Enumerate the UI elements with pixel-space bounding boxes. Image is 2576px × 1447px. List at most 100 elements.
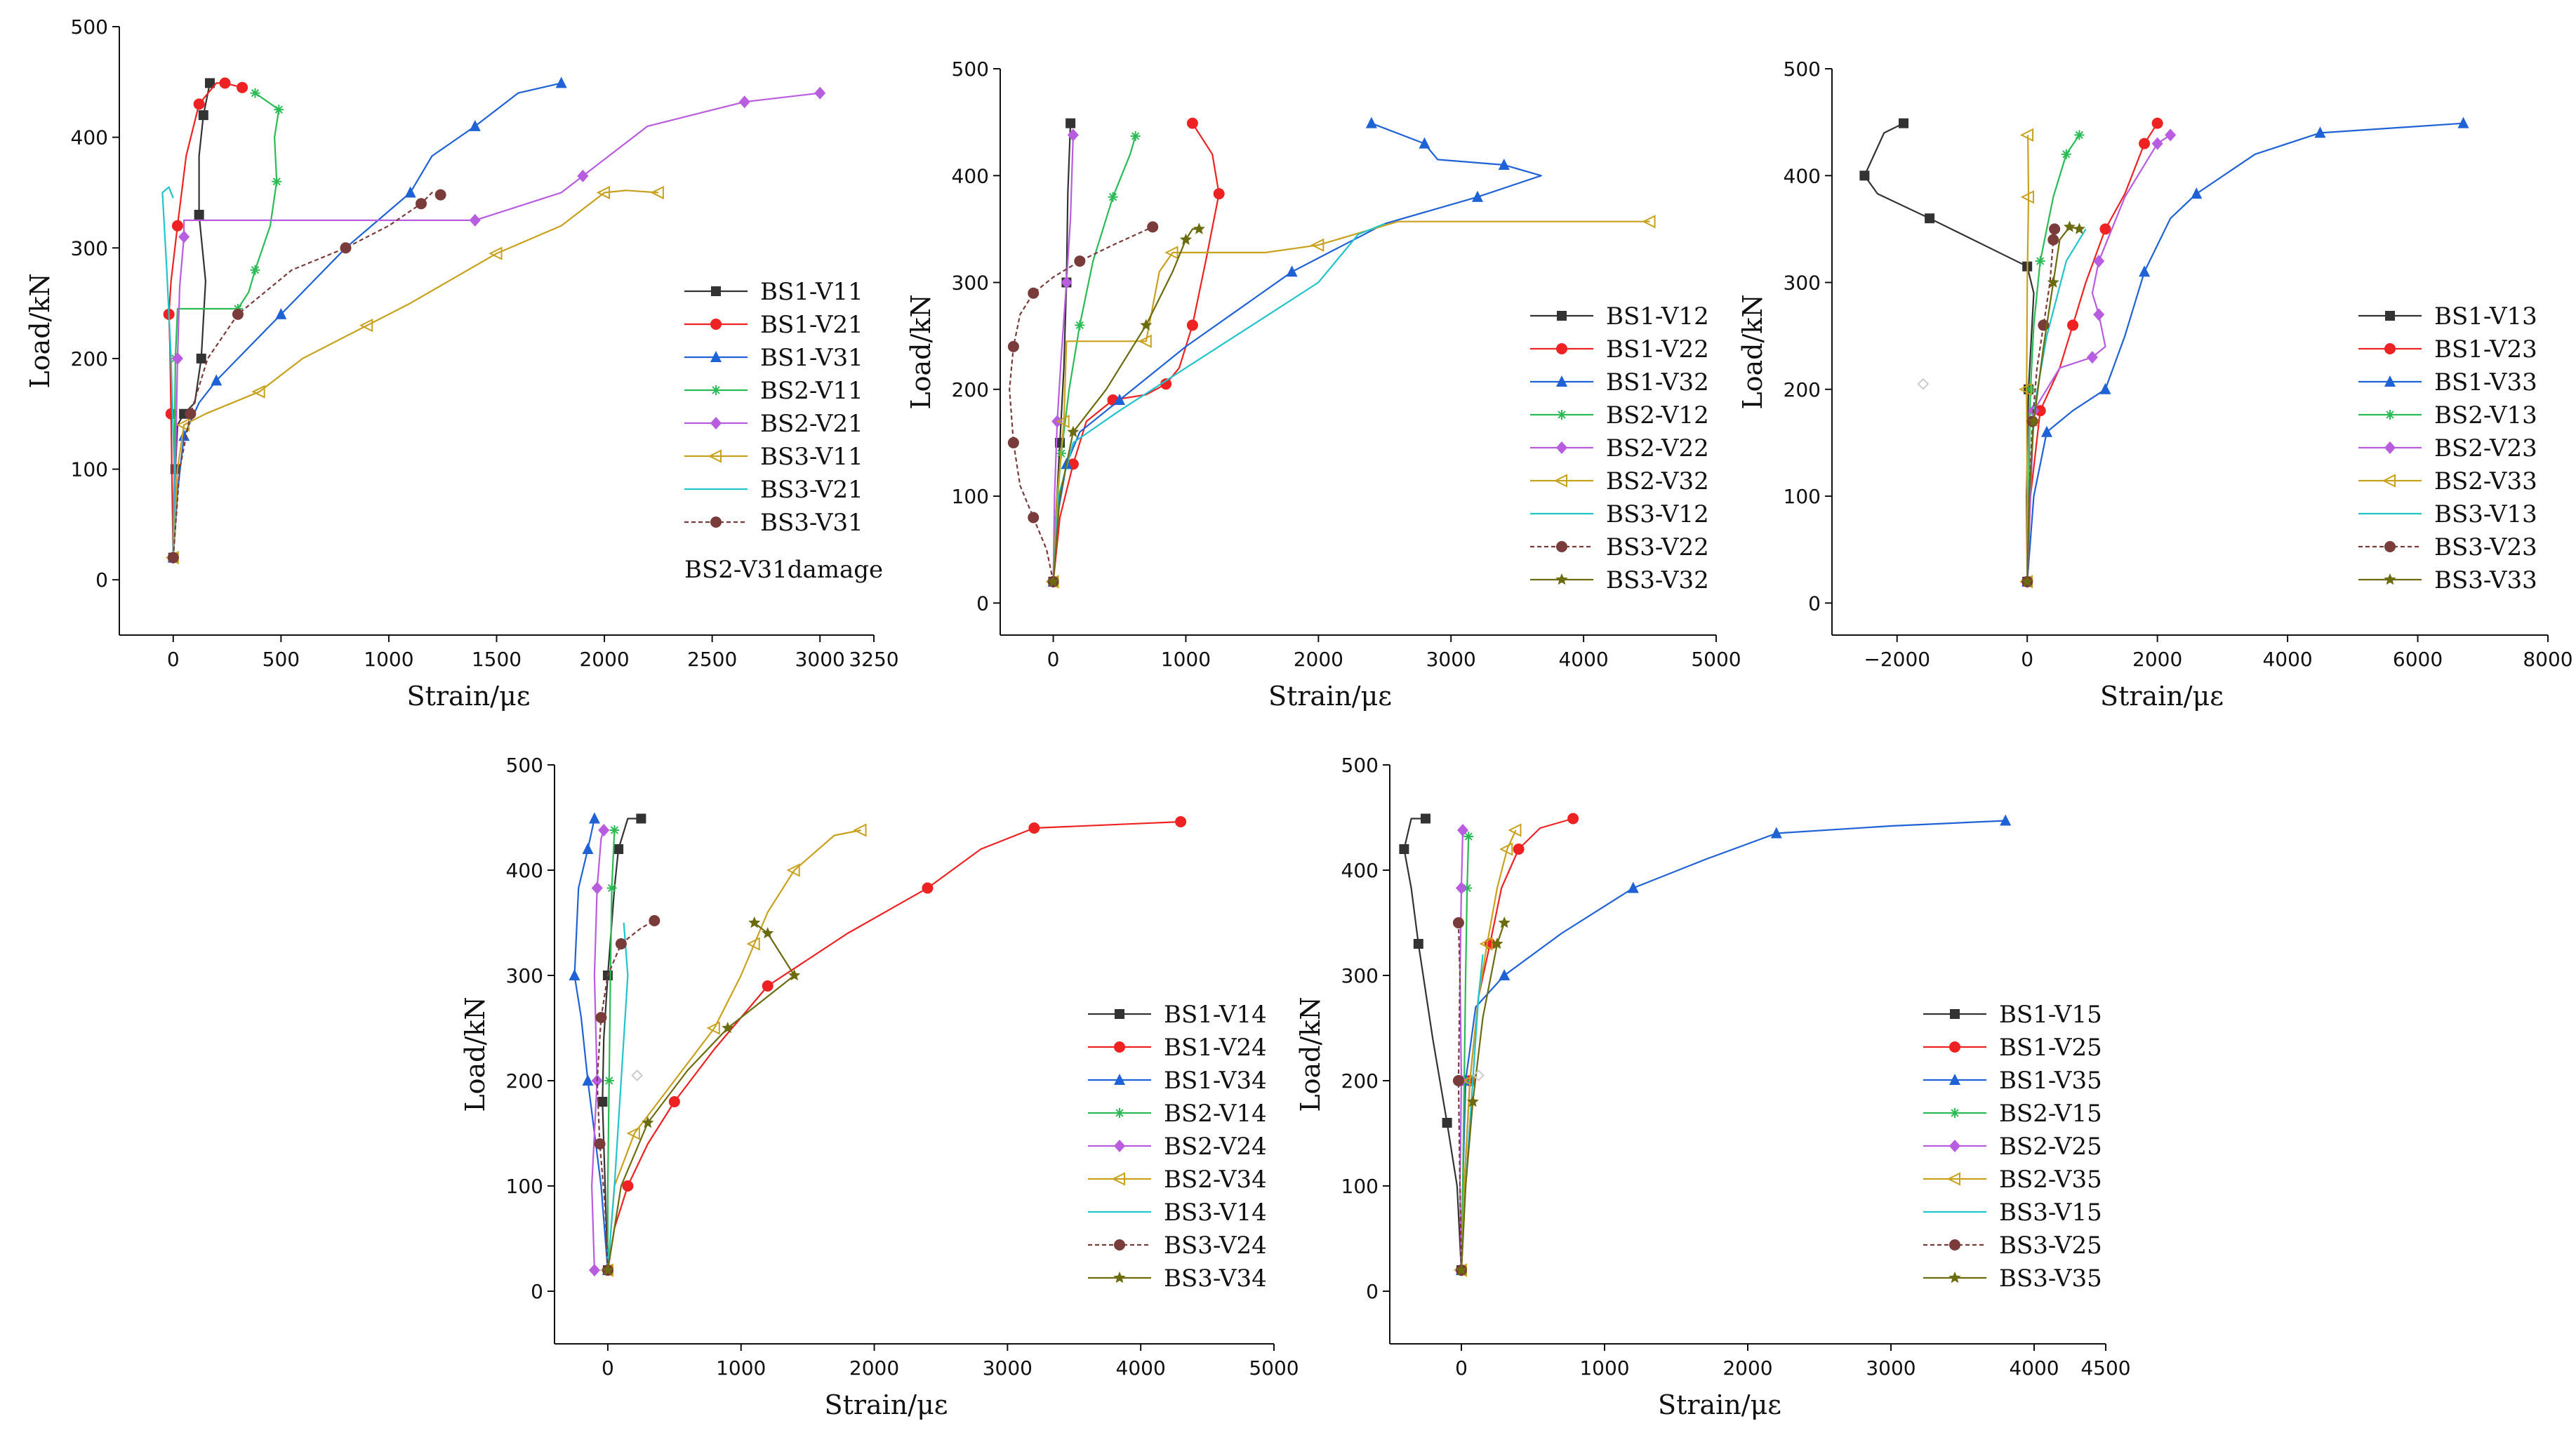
data-point	[636, 813, 646, 824]
data-point	[649, 915, 660, 926]
legend-marker	[2384, 441, 2396, 454]
y-tick-label: 400	[1341, 859, 1379, 882]
data-point	[2047, 276, 2059, 288]
legend-marker	[1114, 1239, 1125, 1251]
legend-label: BS3-V31	[760, 509, 863, 537]
chart-panel-1: 0 100 200 300 400 500 0 500 1000 1500 2000 2500 3000…	[25, 15, 899, 712]
series-line-bs3-v23	[2026, 229, 2056, 582]
x-tick-label: 0	[602, 1356, 614, 1380]
data-point	[1567, 813, 1579, 825]
x-tick-label: 3000	[795, 648, 845, 671]
data-point	[2139, 265, 2151, 277]
legend-marker	[1113, 1272, 1126, 1283]
series-bs1-v33	[2021, 116, 2469, 587]
y-tick-label: 100	[1784, 485, 1821, 508]
data-point	[1186, 117, 1198, 129]
data-point	[2020, 190, 2035, 204]
data-point	[165, 408, 177, 420]
legend-marker	[710, 417, 722, 429]
legend-label: BS1-V35	[1999, 1067, 2102, 1095]
legend-marker	[1114, 1140, 1125, 1152]
data-point	[1442, 1118, 1452, 1128]
x-tick-label: 3250	[849, 648, 898, 671]
data-point	[650, 185, 664, 200]
legend-label: BS3-V25	[1999, 1232, 2102, 1260]
series-line-bs2-v11	[172, 92, 280, 558]
legend-marker	[1114, 1041, 1125, 1053]
y-tick-label: 0	[1366, 1280, 1379, 1303]
data-point	[1491, 938, 1503, 949]
data-point	[2000, 814, 2012, 826]
data-point	[1067, 128, 1079, 142]
series-bs3-v31	[167, 189, 446, 564]
series-line-bs1-v23	[2026, 123, 2158, 582]
data-point	[2019, 128, 2034, 142]
data-point	[2151, 137, 2163, 150]
x-tick-label: 6000	[2393, 648, 2443, 671]
y-tick-label: 400	[506, 859, 543, 882]
y-tick-label: 0	[1808, 592, 1821, 615]
series-line-bs1-v15	[1403, 818, 1463, 1271]
series-line-bs2-v33	[2026, 135, 2030, 582]
legend-label: BS3-V34	[1164, 1265, 1267, 1293]
y-tick-label: 0	[95, 568, 108, 592]
series-line-bs3-v22	[1009, 226, 1153, 582]
x-tick-label: −2000	[1864, 648, 1930, 671]
legend-marker	[1949, 1074, 1960, 1085]
x-tick-label: 0	[1047, 648, 1060, 671]
legend-marker	[710, 351, 722, 362]
data-point	[2093, 308, 2105, 321]
data-point	[582, 1074, 594, 1086]
data-point	[596, 185, 611, 200]
legend-label: BS1-V31	[760, 344, 863, 372]
legend-marker	[1950, 1009, 1960, 1019]
data-point	[1028, 287, 1040, 299]
data-point	[232, 308, 244, 320]
data-point	[1627, 881, 1639, 893]
legend-label: BS2-V25	[1999, 1133, 2102, 1161]
y-tick-label: 500	[952, 58, 989, 81]
legend-label: BS2-V32	[1606, 467, 1709, 495]
annotation-text: BS2-V31damage	[684, 556, 883, 584]
x-tick-label: 1000	[1161, 648, 1211, 671]
data-point	[1061, 276, 1073, 289]
data-point	[1164, 246, 1179, 260]
data-point	[2191, 187, 2203, 199]
data-point	[615, 938, 627, 949]
legend-marker	[1115, 1108, 1124, 1118]
x-tick-label: 2000	[849, 1356, 899, 1380]
data-point	[598, 824, 610, 836]
data-point	[613, 844, 624, 854]
series-line-bs2-v35	[1460, 829, 1517, 1271]
legend-label: BS3-V33	[2434, 566, 2537, 594]
data-point	[198, 110, 208, 121]
data-point	[555, 76, 567, 88]
legend-marker	[1553, 474, 1567, 488]
legend-marker	[1556, 343, 1567, 354]
data-point	[597, 1097, 608, 1107]
y-tick-label: 100	[506, 1175, 543, 1198]
data-point	[1056, 414, 1070, 429]
data-point	[1413, 939, 1423, 949]
y-tick-label: 200	[952, 378, 989, 401]
legend-label: BS3-V24	[1164, 1232, 1267, 1260]
x-axis-title: Strain/με	[407, 681, 531, 712]
legend-marker	[1949, 1239, 1960, 1251]
series-bs1-v22	[1047, 117, 1225, 587]
legend-marker	[1946, 1172, 1960, 1186]
y-tick-label: 200	[1341, 1069, 1379, 1093]
data-point	[178, 429, 190, 441]
legend-label: BS2-V21	[760, 410, 863, 438]
series-bs2-v12	[1048, 131, 1141, 587]
y-tick-label: 300	[1341, 964, 1379, 987]
legend-label: BS3-V23	[2434, 533, 2537, 561]
series-bs3-v12	[1052, 222, 1386, 582]
y-axis-title: Load/kN	[460, 996, 491, 1112]
legend: BS1-V13 BS1-V23 BS1-V33 BS2-V13 BS2-V23 BS2-V…	[2358, 302, 2537, 594]
legend-marker	[2384, 375, 2396, 387]
data-point	[2019, 382, 2033, 396]
data-point	[2063, 220, 2076, 232]
x-tick-label: 2000	[1294, 648, 1343, 671]
data-point	[2041, 425, 2052, 437]
y-axis-title: Load/kN	[905, 294, 936, 409]
